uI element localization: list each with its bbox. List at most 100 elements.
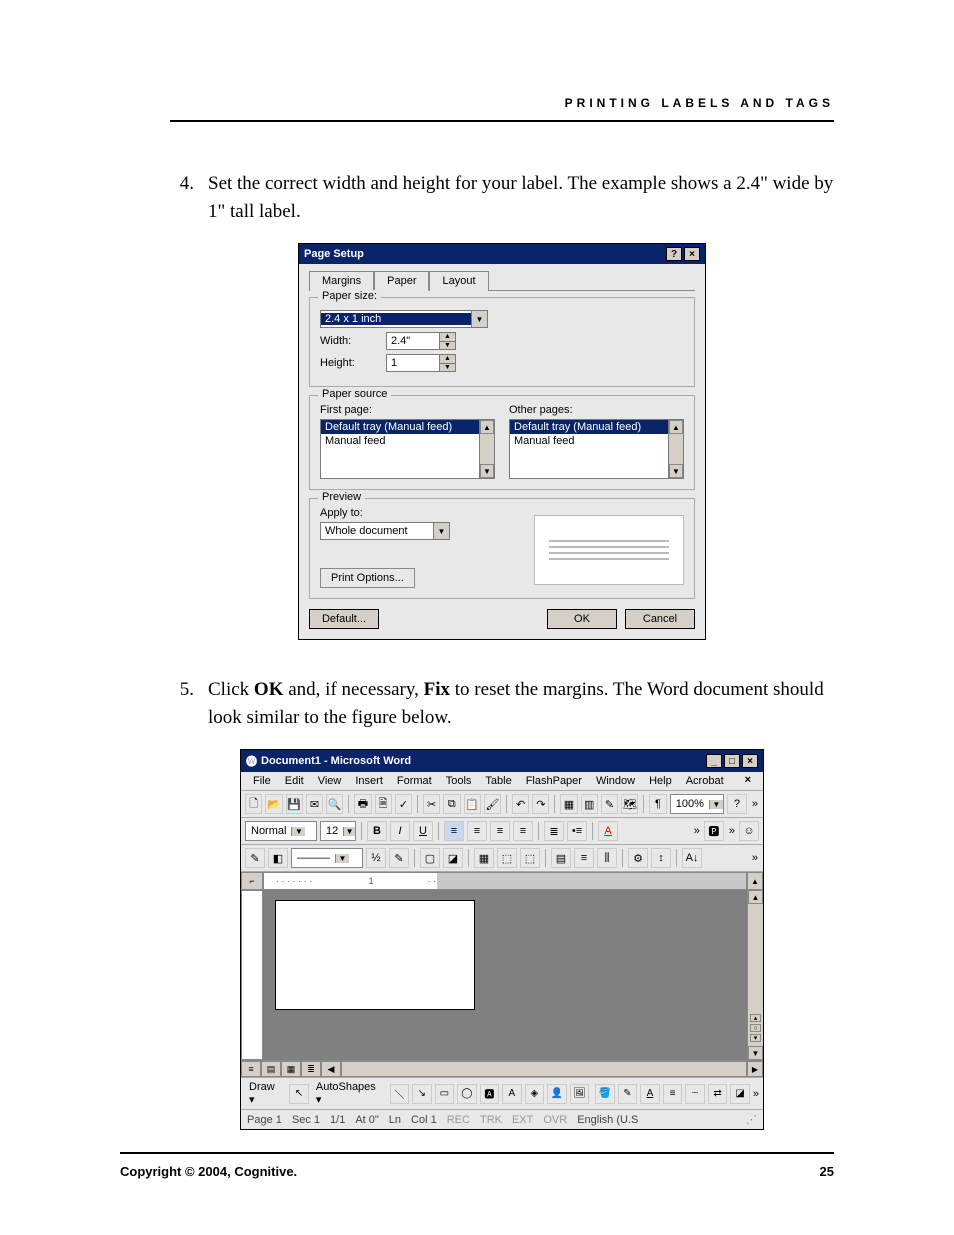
chevron-down-icon[interactable]: ▼ [343,827,355,836]
height-spinner[interactable]: 1 ▲▼ [386,354,456,372]
canvas[interactable] [263,890,747,1060]
tab-paper[interactable]: Paper [374,271,429,291]
close-icon[interactable]: × [684,247,700,261]
web-view-icon[interactable]: ▤ [261,1061,281,1077]
split-cells-icon[interactable]: ⬚ [520,848,540,868]
spin-up-icon[interactable]: ▲ [440,333,455,342]
diagram-icon[interactable]: ◈ [525,1084,545,1104]
scroll-up-icon[interactable]: ▲ [669,420,683,434]
zoom-combo[interactable]: 100% ▼ [670,794,724,814]
justify-icon[interactable]: ≡ [513,821,533,841]
spin-down-icon[interactable]: ▼ [440,364,455,372]
text-direction-icon[interactable]: ↕ [651,848,671,868]
save-icon[interactable]: 💾 [286,794,303,814]
scroll-up-icon[interactable]: ▲ [748,890,763,904]
other-pages-listbox[interactable]: Default tray (Manual feed) Manual feed ▲… [509,419,684,479]
distribute-cols-icon[interactable]: ⫼ [597,848,617,868]
scrollbar[interactable]: ▲▼ [668,420,683,478]
style-combo[interactable]: Normal ▼ [245,821,317,841]
distribute-rows-icon[interactable]: ≡ [574,848,594,868]
align-left-icon[interactable]: ≡ [444,821,464,841]
close-icon[interactable]: × [742,754,758,768]
toolbar-overflow-icon[interactable]: » [692,825,701,837]
line-icon[interactable]: ＼ [390,1084,410,1104]
wordart-icon[interactable]: A [502,1084,522,1104]
sort-asc-icon[interactable]: A↓ [682,848,702,868]
align-cells-icon[interactable]: ▤ [551,848,571,868]
textbox-icon[interactable]: 🅰 [480,1084,500,1104]
list-item[interactable]: Default tray (Manual feed) [321,420,494,434]
redo-icon[interactable]: ↷ [532,794,549,814]
apply-to-select[interactable]: Whole document ▼ [320,522,450,540]
menu-flashpaper[interactable]: FlashPaper [520,774,588,788]
align-right-icon[interactable]: ≡ [490,821,510,841]
spelling-icon[interactable]: ✓ [395,794,412,814]
browse-prev-icon[interactable]: ▴ [750,1014,761,1022]
smiley-icon[interactable]: ☺ [739,821,759,841]
chevron-down-icon[interactable]: ▼ [335,854,349,863]
oval-icon[interactable]: ◯ [457,1084,477,1104]
autoformat-icon[interactable]: ⚙ [628,848,648,868]
draw-table-icon[interactable]: ✎ [245,848,265,868]
shadow-icon[interactable]: ◪ [730,1084,750,1104]
line-style-combo[interactable]: ——— ▼ [291,848,363,868]
outline-view-icon[interactable]: ≣ [301,1061,321,1077]
horizontal-ruler[interactable]: · · · · · · · 1 · · · · · · · 2 [263,872,747,890]
help-icon[interactable]: ? [727,794,747,814]
copy-icon[interactable]: ⧉ [443,794,460,814]
ok-button[interactable]: OK [547,609,617,629]
print-preview-icon[interactable]: 🗎 [375,794,392,814]
line-color-icon[interactable]: ✎ [618,1084,638,1104]
mail-icon[interactable]: ✉ [306,794,323,814]
spin-down-icon[interactable]: ▼ [440,342,455,350]
menu-table[interactable]: Table [479,774,517,788]
print-view-icon[interactable]: ▦ [281,1061,301,1077]
first-page-listbox[interactable]: Default tray (Manual feed) Manual feed ▲… [320,419,495,479]
toolbar-overflow-icon[interactable]: » [750,798,759,810]
insert-table-icon[interactable]: ▦ [474,848,494,868]
browse-object-icon[interactable]: ○ [750,1024,761,1032]
horizontal-scrollbar[interactable] [341,1061,747,1077]
chevron-down-icon[interactable]: ▼ [433,523,449,539]
doc-close-icon[interactable]: × [739,774,757,788]
browse-next-icon[interactable]: ▾ [750,1034,761,1042]
print-icon[interactable]: 🖶 [354,794,371,814]
bold-icon[interactable]: B [367,821,387,841]
ruler-corner-icon[interactable]: ⌐ [241,872,263,890]
font-color-icon[interactable]: A [598,821,618,841]
print-options-button[interactable]: Print Options... [320,568,415,588]
maximize-icon[interactable]: □ [724,754,740,768]
tab-layout[interactable]: Layout [429,271,488,291]
pdf-icon[interactable]: 🅿 [704,821,724,841]
list-item[interactable]: Default tray (Manual feed) [510,420,683,434]
width-spinner[interactable]: 2.4" ▲▼ [386,332,456,350]
font-color-icon[interactable]: A [640,1084,660,1104]
eraser-icon[interactable]: ◧ [268,848,288,868]
merge-cells-icon[interactable]: ⬚ [497,848,517,868]
vertical-scrollbar[interactable]: ▲ ▴ ○ ▾ ▼ [747,890,763,1060]
list-item[interactable]: Manual feed [510,434,683,448]
normal-view-icon[interactable]: ≡ [241,1061,261,1077]
fontsize-combo[interactable]: 12 ▼ [320,821,356,841]
italic-icon[interactable]: I [390,821,410,841]
menu-help[interactable]: Help [643,774,678,788]
bullets-icon[interactable]: •≡ [567,821,587,841]
paste-icon[interactable]: 📋 [464,794,481,814]
insert-table-icon[interactable]: ▦ [560,794,577,814]
toolbar-overflow-icon[interactable]: » [750,852,759,864]
open-icon[interactable]: 📂 [265,794,282,814]
scrollbar[interactable]: ▲▼ [479,420,494,478]
line-style-icon[interactable]: ≡ [663,1084,683,1104]
align-center-icon[interactable]: ≡ [467,821,487,841]
menu-window[interactable]: Window [590,774,641,788]
default-button[interactable]: Default... [309,609,379,629]
doc-map-icon[interactable]: 🗺 [621,794,638,814]
cancel-button[interactable]: Cancel [625,609,695,629]
menu-edit[interactable]: Edit [279,774,310,788]
arrow-icon[interactable]: ↘ [412,1084,432,1104]
border-color-icon[interactable]: ✎ [389,848,409,868]
menu-tools[interactable]: Tools [440,774,478,788]
toolbar-overflow-icon[interactable]: » [727,825,736,837]
rectangle-icon[interactable]: ▭ [435,1084,455,1104]
chevron-down-icon[interactable]: ▼ [291,827,305,836]
